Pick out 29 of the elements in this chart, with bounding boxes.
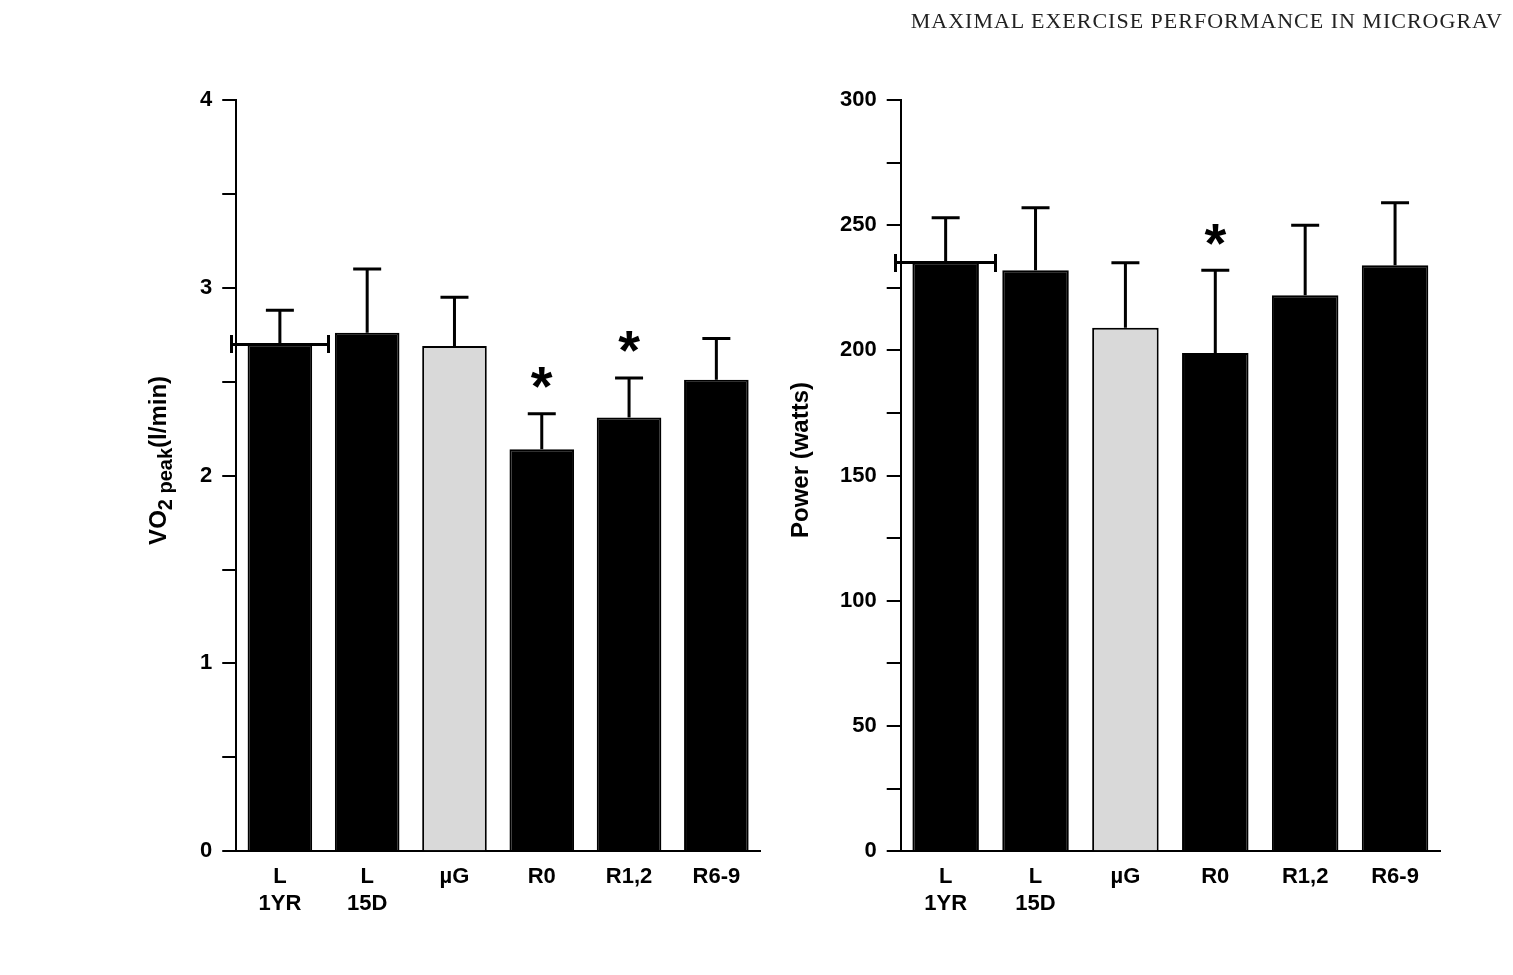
- y-tick-label: 100: [839, 586, 877, 612]
- x-tick-label: R6-9: [692, 863, 741, 889]
- y-tick-label: 250: [839, 211, 877, 237]
- x-tick-label: R0: [527, 863, 556, 889]
- x-tick-label: R6-9: [1371, 863, 1419, 889]
- y-tick-label: 1: [199, 649, 213, 675]
- y-tick-label: 2: [199, 461, 213, 487]
- annotation: *: [530, 354, 553, 418]
- x-tick-label: R1,2: [605, 863, 653, 889]
- text: MAXIMAL EXERCISE PERFORMANCE IN MICROGRAV: [910, 8, 1503, 34]
- y-tick-label: 200: [839, 336, 877, 362]
- x-tick-label: µG: [1110, 863, 1141, 889]
- x-tick-label: L 1YR: [258, 863, 302, 915]
- y-tick-label: 50: [852, 712, 877, 738]
- y-tick-label: 0: [864, 837, 877, 863]
- x-tick-label: L 15D: [1015, 863, 1056, 915]
- x-tick-label: L 1YR: [924, 863, 968, 915]
- annotation: *: [1204, 210, 1227, 274]
- x-tick-label: R1,2: [1281, 863, 1329, 889]
- y-tick-label: 4: [199, 86, 213, 112]
- y-tick-label: 0: [199, 837, 213, 863]
- x-tick-label: L 15D: [347, 863, 388, 915]
- y-tick-label: 150: [839, 461, 877, 487]
- y-tick-label: 3: [199, 273, 213, 299]
- y-tick-label: 300: [839, 86, 877, 112]
- y-axis-title: Power (watts): [786, 381, 814, 539]
- x-tick-label: µG: [439, 863, 470, 889]
- annotation: *: [618, 318, 641, 382]
- x-tick-label: R0: [1201, 863, 1230, 889]
